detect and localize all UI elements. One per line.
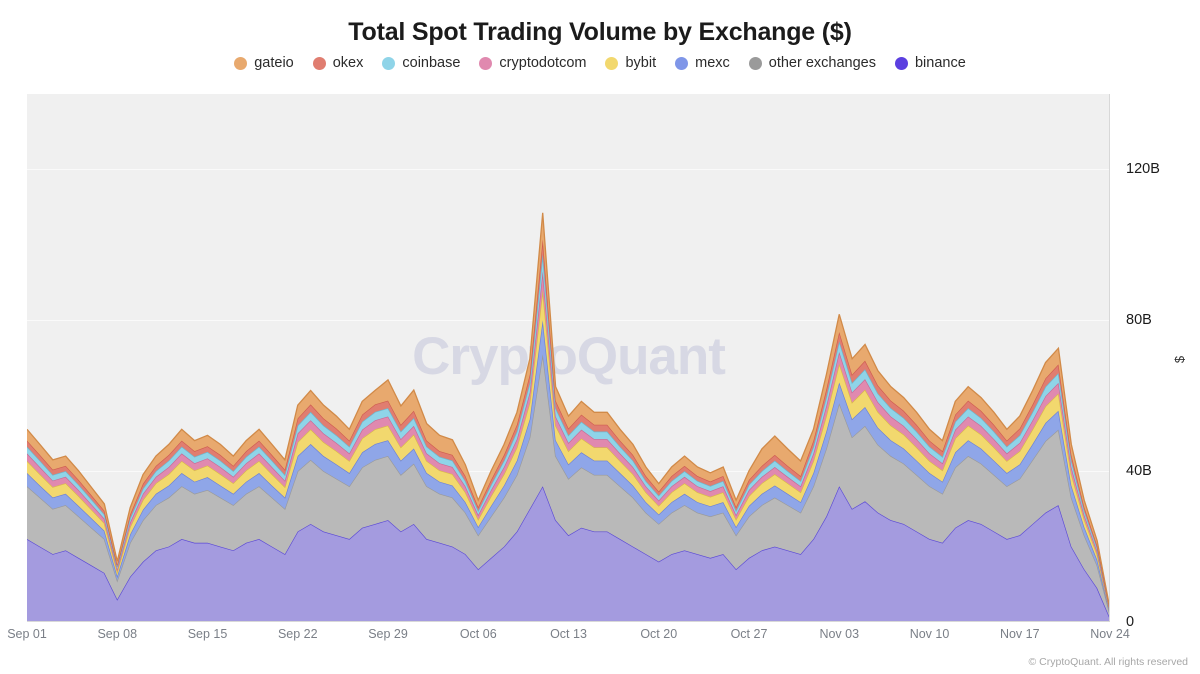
x-axis-tick-label: Oct 27 bbox=[730, 627, 768, 641]
legend-item-okex[interactable]: okex bbox=[312, 55, 364, 71]
area-binance bbox=[27, 486, 1110, 622]
legend-swatch-icon bbox=[605, 56, 619, 70]
plot-area: CryptoQuant bbox=[27, 94, 1110, 622]
x-axis-tick-label: Oct 20 bbox=[640, 627, 678, 641]
y-axis-tick-label: 80B bbox=[1126, 312, 1152, 329]
area-mexc bbox=[27, 320, 1110, 615]
legend-label: okex bbox=[332, 55, 364, 71]
line-gateio bbox=[27, 213, 1110, 609]
x-axis-tick-label: Sep 08 bbox=[97, 627, 138, 641]
legend-item-gateio[interactable]: gateio bbox=[234, 56, 294, 71]
gridline bbox=[27, 320, 1110, 322]
area-other-exchanges bbox=[27, 354, 1110, 619]
legend-label: cryptodotcom bbox=[499, 55, 587, 71]
chart-legend: gateio okex coinbase cryptodotcom bybit mexc o… bbox=[0, 56, 1200, 71]
y-axis-line bbox=[1109, 94, 1110, 622]
legend-swatch-icon bbox=[894, 56, 908, 70]
legend-item-bybit[interactable]: bybit bbox=[605, 56, 656, 71]
x-axis-tick-label: Sep 29 bbox=[368, 627, 408, 641]
legend-swatch-icon bbox=[312, 56, 326, 70]
legend-swatch-icon bbox=[382, 56, 396, 70]
x-axis-tick-label: Sep 15 bbox=[187, 627, 228, 641]
legend-label: coinbase bbox=[402, 55, 461, 71]
x-axis-tick-label: Sep 22 bbox=[277, 627, 318, 641]
legend-item-other-exchanges[interactable]: other exchanges bbox=[748, 55, 876, 71]
legend-label: bybit bbox=[625, 55, 657, 71]
chart-title: Total Spot Trading Volume by Exchange ($… bbox=[348, 18, 852, 46]
copyright-footer: © CryptoQuant. All rights reserved bbox=[1028, 656, 1188, 668]
legend-swatch-icon bbox=[479, 56, 493, 70]
legend-label: mexc bbox=[695, 55, 730, 71]
x-axis-tick-label: Nov 10 bbox=[909, 627, 950, 641]
x-axis-line bbox=[27, 621, 1110, 622]
y-axis-tick-label: 120B bbox=[1126, 161, 1160, 178]
legend-item-binance[interactable]: binance bbox=[894, 55, 966, 71]
x-axis-tick-label: Oct 13 bbox=[550, 627, 587, 641]
x-axis-tick-label: Sep 01 bbox=[7, 627, 47, 641]
legend-item-cryptodotcom[interactable]: cryptodotcom bbox=[479, 56, 586, 71]
stacked-area-series bbox=[27, 94, 1110, 622]
legend-label: other exchanges bbox=[768, 55, 876, 71]
legend-swatch-icon bbox=[675, 56, 689, 70]
legend-swatch-icon bbox=[748, 56, 762, 70]
legend-item-coinbase[interactable]: coinbase bbox=[382, 56, 460, 71]
legend-label: gateio bbox=[254, 55, 294, 71]
legend-item-mexc[interactable]: mexc bbox=[675, 56, 730, 71]
x-axis-tick-label: Nov 24 bbox=[1090, 627, 1130, 641]
legend-label: binance bbox=[914, 55, 966, 71]
x-axis-tick-label: Nov 17 bbox=[999, 627, 1040, 641]
x-axis-tick-label: Oct 06 bbox=[459, 627, 497, 641]
y-axis-tick-label: 0 bbox=[1126, 614, 1135, 630]
x-axis-tick-label: Nov 03 bbox=[819, 627, 860, 641]
gridline bbox=[27, 169, 1110, 171]
y-axis-tick-label: 40B bbox=[1126, 463, 1152, 480]
area-cryptodotcom bbox=[27, 271, 1110, 613]
legend-swatch-icon bbox=[234, 56, 248, 70]
y-axis-title: $ bbox=[1172, 355, 1188, 364]
